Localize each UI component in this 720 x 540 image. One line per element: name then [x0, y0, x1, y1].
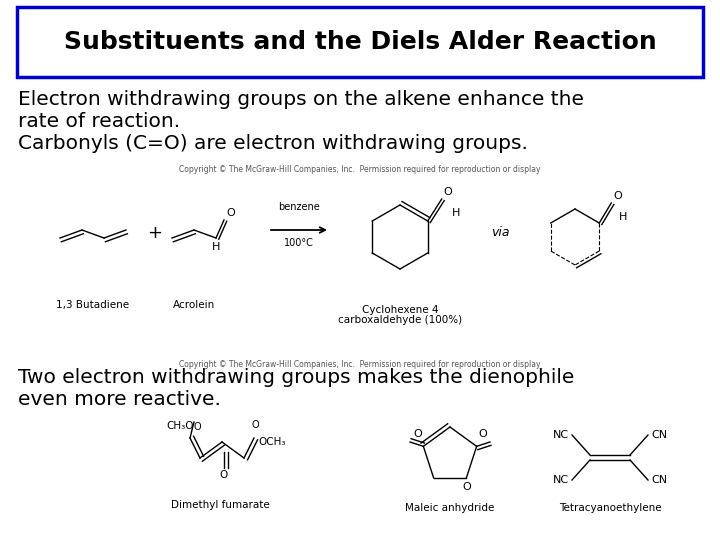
Text: O: O: [613, 191, 622, 201]
Text: even more reactive.: even more reactive.: [18, 390, 221, 409]
Text: via: via: [491, 226, 509, 240]
Text: rate of reaction.: rate of reaction.: [18, 112, 180, 131]
Text: NC: NC: [553, 475, 569, 485]
Text: O: O: [194, 422, 202, 432]
Text: O: O: [226, 208, 235, 218]
Text: Dimethyl fumarate: Dimethyl fumarate: [171, 500, 269, 510]
FancyBboxPatch shape: [17, 7, 703, 77]
Text: Two electron withdrawing groups makes the dienophile: Two electron withdrawing groups makes th…: [18, 368, 575, 387]
Text: O: O: [462, 482, 471, 491]
Text: Cyclohexene 4: Cyclohexene 4: [361, 305, 438, 315]
Text: OCH₃: OCH₃: [258, 437, 286, 447]
Text: H: H: [619, 212, 628, 222]
Text: O: O: [252, 420, 260, 430]
Text: benzene: benzene: [278, 202, 320, 212]
Text: Copyright © The McGraw-Hill Companies, Inc.  Permission required for reproductio: Copyright © The McGraw-Hill Companies, I…: [179, 165, 541, 174]
Text: +: +: [148, 224, 163, 242]
Text: CN: CN: [651, 475, 667, 485]
Text: Maleic anhydride: Maleic anhydride: [405, 503, 495, 513]
Text: carboxaldehyde (100%): carboxaldehyde (100%): [338, 315, 462, 325]
Text: O: O: [413, 429, 422, 439]
Text: Copyright © The McGraw-Hill Companies, Inc.  Permission required for reproductio: Copyright © The McGraw-Hill Companies, I…: [179, 360, 541, 369]
Text: Electron withdrawing groups on the alkene enhance the: Electron withdrawing groups on the alken…: [18, 90, 584, 109]
Text: O: O: [478, 429, 487, 439]
Text: H: H: [212, 242, 220, 252]
Text: O: O: [444, 187, 452, 197]
Text: 1,3 Butadiene: 1,3 Butadiene: [56, 300, 130, 310]
Text: NC: NC: [553, 430, 569, 440]
Text: CH₃O: CH₃O: [166, 421, 194, 431]
Text: 100°C: 100°C: [284, 238, 314, 248]
Text: O: O: [220, 470, 228, 480]
Text: Tetracyanoethylene: Tetracyanoethylene: [559, 503, 661, 513]
Text: Carbonyls (C=O) are electron withdrawing groups.: Carbonyls (C=O) are electron withdrawing…: [18, 134, 528, 153]
Text: H: H: [451, 208, 460, 218]
Text: CN: CN: [651, 430, 667, 440]
Text: Substituents and the Diels Alder Reaction: Substituents and the Diels Alder Reactio…: [63, 30, 657, 54]
Text: Acrolein: Acrolein: [173, 300, 215, 310]
